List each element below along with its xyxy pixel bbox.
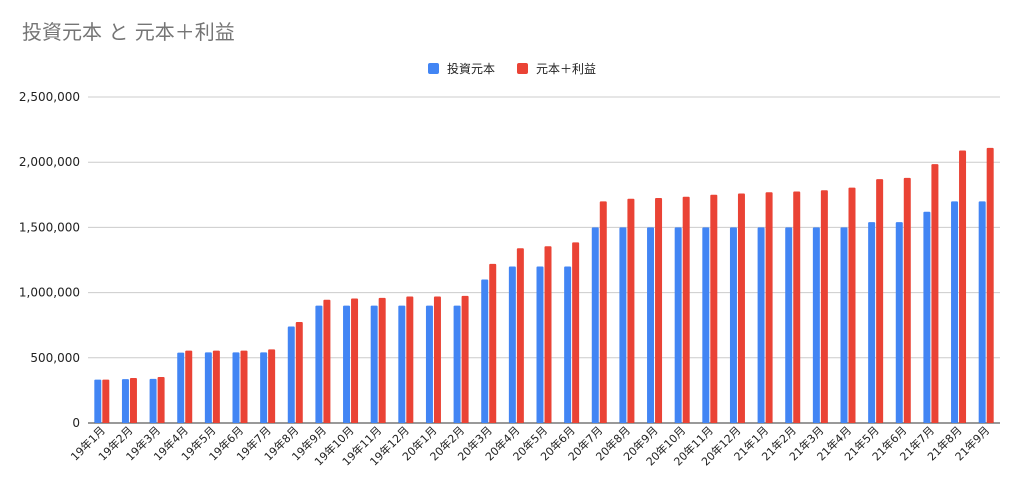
bar-total <box>268 349 276 423</box>
bar-principal <box>619 227 627 423</box>
bar-total <box>351 298 359 423</box>
bar-principal <box>923 211 931 423</box>
bar-principal <box>702 227 710 423</box>
bar-total <box>433 296 441 423</box>
bar-total <box>986 147 994 423</box>
bar-total <box>931 164 939 423</box>
legend-swatch-principal <box>427 63 439 74</box>
bar-principal <box>951 201 959 423</box>
bar-principal <box>232 352 240 423</box>
bar-principal <box>94 379 102 423</box>
bar-total <box>793 191 801 423</box>
bar-principal <box>868 222 876 423</box>
bar-principal <box>536 266 544 423</box>
bar-total <box>102 379 110 423</box>
bar-total <box>765 192 773 423</box>
bar-total <box>572 242 580 423</box>
bar-total <box>185 350 193 423</box>
bar-principal <box>757 227 765 423</box>
bar-total <box>489 263 497 423</box>
bar-principal <box>149 378 157 423</box>
bar-principal <box>287 326 295 423</box>
bar-total <box>959 150 967 424</box>
y-tick-label: 2,000,000 <box>19 155 80 169</box>
bar-total <box>406 296 414 423</box>
bar-total <box>876 179 884 423</box>
bar-principal <box>785 227 793 423</box>
bar-principal <box>840 227 848 423</box>
bar-total <box>737 193 745 423</box>
bar-principal <box>895 222 903 423</box>
chart-legend: 投資元本 元本＋利益 <box>0 60 1024 77</box>
bar-total <box>212 350 220 423</box>
bar-total <box>599 201 607 423</box>
bar-total <box>903 177 911 423</box>
bar-total <box>655 198 663 423</box>
y-tick-label: 500,000 <box>30 351 80 365</box>
bar-principal <box>121 379 129 423</box>
bar-principal <box>978 201 986 423</box>
bar-principal <box>343 305 351 423</box>
bar-principal <box>674 227 682 423</box>
bar-total <box>544 246 552 423</box>
bar-principal <box>370 305 378 423</box>
bar-principal <box>812 227 820 423</box>
bar-principal <box>398 305 406 423</box>
bar-principal <box>564 266 572 423</box>
bar-principal <box>508 266 516 423</box>
chart-title: 投資元本 と 元本＋利益 <box>22 20 235 44</box>
bar-total <box>710 194 718 423</box>
bar-principal <box>453 305 461 423</box>
y-tick-label: 1,000,000 <box>19 286 80 300</box>
bar-total <box>682 196 690 423</box>
legend-item-total[interactable]: 元本＋利益 <box>517 60 596 77</box>
bar-total <box>516 248 524 423</box>
bar-principal <box>425 305 433 423</box>
bar-total <box>157 376 165 423</box>
bar-total <box>129 378 137 423</box>
bar-total <box>378 297 386 423</box>
bar-principal <box>204 352 212 423</box>
bar-total <box>323 299 331 423</box>
bar-total <box>295 321 303 423</box>
legend-label-total: 元本＋利益 <box>536 62 597 76</box>
bar-total <box>627 198 635 423</box>
y-tick-label: 0 <box>72 416 80 430</box>
bar-principal <box>481 279 489 423</box>
legend-swatch-total <box>517 63 528 74</box>
bar-principal <box>260 352 268 423</box>
bar-principal <box>729 227 737 423</box>
legend-item-principal[interactable]: 投資元本 <box>427 60 495 77</box>
bar-total <box>240 350 248 423</box>
y-tick-label: 1,500,000 <box>19 220 80 234</box>
bar-total <box>848 187 856 423</box>
bar-total <box>461 295 469 423</box>
bar-principal <box>315 305 323 423</box>
y-tick-label: 2,500,000 <box>19 90 80 104</box>
bar-total <box>820 190 828 423</box>
bar-principal <box>177 352 185 423</box>
legend-label-principal: 投資元本 <box>446 62 495 76</box>
bar-principal <box>647 227 655 423</box>
bar-principal <box>591 227 599 423</box>
